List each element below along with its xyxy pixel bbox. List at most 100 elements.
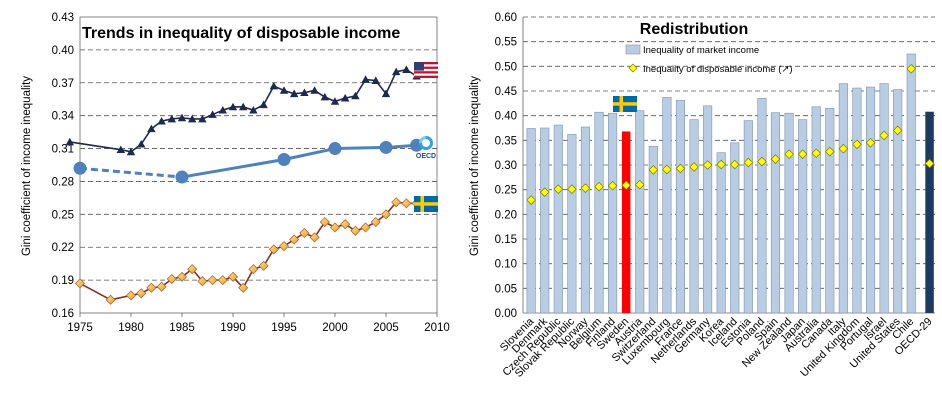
bar-market-income [770, 112, 781, 314]
point-disposable-income [906, 64, 917, 74]
right-disposable-points [526, 64, 935, 205]
data-point-triangle [392, 67, 401, 76]
left-chart-trends: 0.16 0.19 0.22 0.25 0.28 0.31 0.34 0.37 0.40 0.43… [21, 12, 450, 334]
point-disposable-income [675, 163, 686, 174]
bar-market-income [825, 107, 835, 314]
bar-market-income [852, 87, 862, 314]
point-disposable-income [865, 138, 876, 148]
bar-market-income [879, 83, 889, 314]
bar-market-income [594, 111, 604, 314]
bar-market-income [567, 134, 577, 314]
left-y-axis-label: Gini coefficient of income inequality [21, 76, 33, 256]
point-disposable-income [729, 159, 740, 170]
point-disposable-income [892, 125, 903, 136]
bar-market-income [893, 89, 903, 314]
data-point-diamond [166, 273, 177, 285]
point-disposable-income [580, 183, 591, 193]
point-disposable-income [924, 158, 935, 169]
bar-market-income [662, 97, 672, 314]
data-point-triangle [198, 114, 207, 123]
right-y-tick-label: 0.50 [495, 61, 517, 73]
point-disposable-income [689, 162, 699, 172]
series-line-segment [283, 147, 336, 161]
left-y-tick-labels: 0.16 0.19 0.22 0.25 0.28 0.31 0.34 0.37 0.40 0.43 [52, 12, 75, 320]
data-point-triangle [402, 65, 411, 73]
right-gridlines [523, 16, 935, 289]
bar-market-income [865, 86, 876, 314]
left-x-tick-label: 1990 [220, 322, 246, 334]
left-x-tick-labels: 1975 1980 1985 1990 1995 2000 2005 2010 [67, 322, 450, 334]
data-point-triangle [330, 97, 340, 105]
legend-label-market: Inequality of market income [643, 45, 759, 56]
left-x-tick-label: 2005 [373, 322, 399, 334]
point-disposable-income [743, 157, 754, 168]
bar-market-income [784, 112, 794, 314]
data-point-diamond [197, 276, 208, 287]
data-point-circle [379, 140, 393, 154]
data-point-triangle [300, 88, 309, 97]
data-point-diamond [329, 222, 341, 233]
data-point-triangle [310, 86, 319, 94]
left-series-lines [65, 65, 424, 305]
data-point-triangle [157, 116, 166, 125]
right-y-tick-label: 0.15 [495, 234, 517, 246]
point-disposable-income [526, 195, 536, 205]
left-y-tick-label: 0.43 [52, 12, 74, 24]
point-disposable-income [852, 139, 862, 150]
sweden-flag-icon [414, 196, 438, 212]
left-y-tick-label: 0.16 [52, 308, 74, 320]
right-chart-title: Redistribution [640, 21, 748, 38]
left-x-tick-label: 1985 [169, 322, 195, 334]
right-bars [526, 53, 934, 314]
sweden-flag-icon-right [613, 96, 637, 112]
right-y-tick-label: 0.35 [495, 135, 517, 147]
data-point-triangle [269, 81, 278, 90]
bar-market-income [553, 124, 563, 314]
data-point-diamond [105, 294, 116, 305]
data-point-diamond [125, 290, 137, 301]
data-point-circle [328, 142, 342, 156]
left-y-tick-label: 0.40 [52, 45, 74, 57]
bar-market-income [757, 98, 767, 314]
series-line-segment [69, 141, 121, 151]
data-point-triangle [188, 114, 197, 123]
data-point-triangle [126, 147, 136, 156]
left-y-tick-label: 0.19 [52, 275, 74, 287]
point-disposable-income [838, 143, 849, 154]
bar-market-income [621, 131, 631, 313]
data-point-diamond [146, 282, 157, 293]
data-point-diamond [248, 264, 259, 275]
left-x-tick-label: 1980 [118, 322, 144, 334]
data-point-diamond [227, 271, 239, 282]
data-point-diamond [187, 264, 198, 275]
data-point-diamond [309, 232, 320, 243]
legend-label-disposable: Inequality of disposable income (↗) [643, 64, 792, 75]
left-y-tick-label: 0.37 [52, 78, 74, 90]
data-point-diamond [258, 260, 269, 271]
bar-market-income [925, 111, 934, 313]
point-disposable-income [824, 146, 835, 157]
data-point-triangle [249, 105, 258, 114]
bar-market-income [906, 53, 916, 314]
data-point-diamond [156, 281, 167, 292]
data-point-circle [175, 170, 189, 184]
data-point-diamond [74, 278, 86, 289]
point-disposable-income [567, 184, 577, 194]
data-point-diamond [238, 282, 249, 293]
data-point-diamond [340, 219, 351, 230]
point-disposable-income [797, 149, 808, 159]
bar-market-income [716, 152, 726, 314]
series-line-segment [334, 145, 387, 151]
point-disposable-income [634, 179, 645, 190]
right-y-tick-label: 0.45 [495, 86, 517, 98]
bar-market-income [675, 100, 686, 314]
data-point-triangle [218, 105, 227, 114]
point-disposable-income [879, 130, 889, 141]
data-point-triangle [208, 110, 217, 118]
bar-market-income [608, 112, 618, 314]
us-flag-icon [414, 62, 438, 78]
bar-market-income [580, 126, 590, 314]
left-axes [79, 16, 438, 317]
